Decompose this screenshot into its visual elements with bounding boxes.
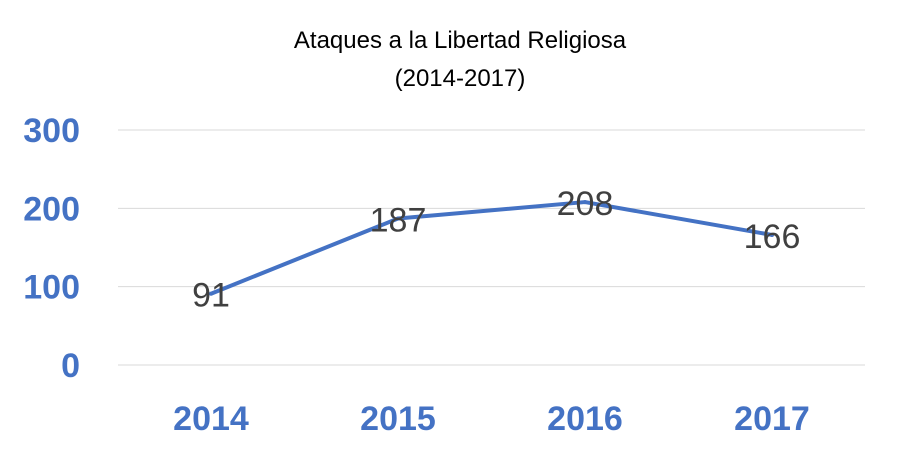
- data-point: [583, 200, 587, 205]
- x-tick-label: 2016: [547, 400, 623, 438]
- chart-subtitle: (2014-2017): [395, 65, 526, 92]
- x-tick-label: 2017: [734, 400, 810, 438]
- y-tick-label: 0: [61, 347, 80, 385]
- data-point: [396, 216, 400, 221]
- x-tick-label: 2014: [173, 400, 249, 438]
- data-label: 91: [192, 277, 230, 315]
- y-tick-label: 100: [23, 269, 80, 307]
- x-tick-label: 2015: [360, 400, 436, 438]
- data-label: 187: [370, 202, 427, 240]
- data-label: 208: [557, 185, 614, 223]
- data-label: 166: [744, 218, 801, 256]
- data-point: [770, 232, 774, 237]
- chart-title: Ataques a la Libertad Religiosa: [294, 27, 627, 54]
- series-line: [210, 200, 773, 296]
- data-point: [209, 291, 213, 296]
- y-tick-label: 200: [23, 190, 80, 228]
- y-tick-label: 300: [23, 112, 80, 150]
